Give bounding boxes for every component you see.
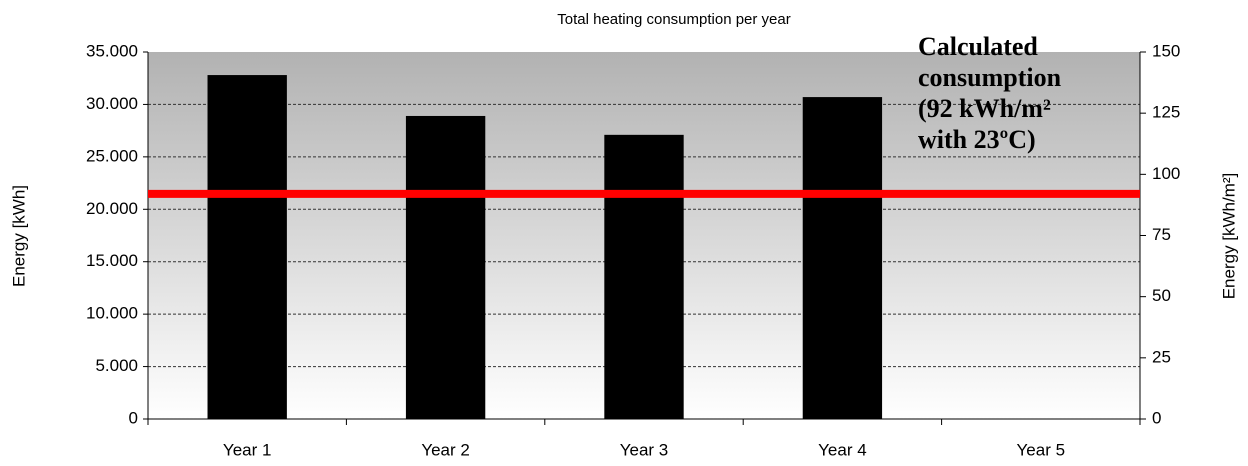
y-axis-label: Energy [kWh]	[9, 185, 28, 287]
y-tick-label: 35.000	[86, 41, 138, 60]
y-tick-label: 30.000	[86, 94, 138, 113]
y-tick-label: 5.000	[95, 356, 138, 375]
x-tick-label: Year 3	[620, 440, 669, 459]
y2-tick-label: 50	[1152, 286, 1171, 305]
y2-tick-label: 25	[1152, 347, 1171, 366]
x-tick-label: Year 4	[818, 440, 867, 459]
annotation: Calculated	[918, 32, 1038, 61]
chart-title: Total heating consumption per year	[557, 11, 790, 28]
y2-tick-label: 100	[1152, 164, 1180, 183]
y2-axis-label: Energy [kWh/m²]	[1219, 173, 1238, 300]
y-tick-label: 20.000	[86, 199, 138, 218]
bar	[207, 75, 287, 419]
y2-tick-label: 150	[1152, 41, 1180, 60]
bar	[405, 115, 486, 419]
bar	[604, 134, 684, 419]
y-tick-label: 10.000	[86, 304, 138, 323]
annotation: (92 kWh/m²	[918, 94, 1051, 123]
y2-tick-label: 75	[1152, 225, 1171, 244]
bar	[802, 97, 883, 420]
annotation: with 23ºC)	[918, 125, 1036, 154]
x-tick-label: Year 1	[223, 440, 272, 459]
y-tick-label: 15.000	[86, 251, 138, 270]
y2-tick-label: 0	[1152, 408, 1161, 427]
annotation: consumption	[918, 63, 1062, 92]
y-tick-label: 0	[129, 408, 138, 427]
y2-tick-label: 125	[1152, 103, 1180, 122]
y-tick-label: 25.000	[86, 146, 138, 165]
x-tick-label: Year 2	[421, 440, 470, 459]
x-tick-label: Year 5	[1017, 440, 1066, 459]
